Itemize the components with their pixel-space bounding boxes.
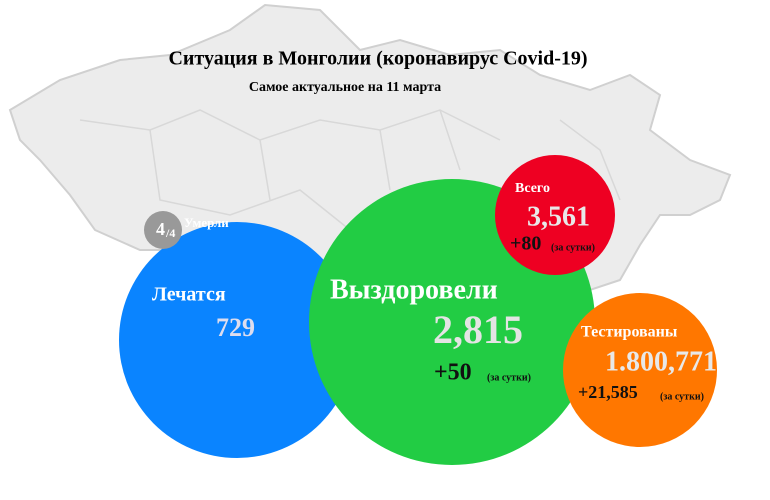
recovered-label: Выздоровели <box>330 274 498 305</box>
tested-label: Тестированы <box>581 324 678 341</box>
map-borders <box>79 109 621 231</box>
bubble-treated <box>119 222 355 458</box>
recovered-daily: +50 <box>434 360 472 386</box>
title: Ситуация в Монголии (коронавирус Covid-1… <box>168 48 587 70</box>
total-value: 3,561 <box>527 201 590 232</box>
total-daily: +80 <box>510 233 541 255</box>
tested-daily: +21,585 <box>578 382 638 402</box>
recovered-daily-note: (за сутки) <box>487 372 531 383</box>
total-label: Всего <box>515 181 550 196</box>
bubble-tested <box>563 293 717 447</box>
bubble-total <box>495 155 615 275</box>
tested-value: 1.800,771 <box>605 346 717 377</box>
tested-daily-note: (за сутки) <box>660 391 704 402</box>
deaths-suffix: /4 <box>165 226 175 240</box>
recovered-value: 2,815 <box>433 307 523 352</box>
total-daily-note: (за сутки) <box>551 242 595 253</box>
treated-label: Лечатся <box>152 284 226 306</box>
bubble-deaths <box>144 211 182 249</box>
deaths-value: 4 <box>156 219 165 239</box>
deaths-label: Умерли <box>184 215 229 230</box>
treated-value: 729 <box>216 313 255 342</box>
subtitle: Самое актуальное на 11 марта <box>249 80 441 95</box>
